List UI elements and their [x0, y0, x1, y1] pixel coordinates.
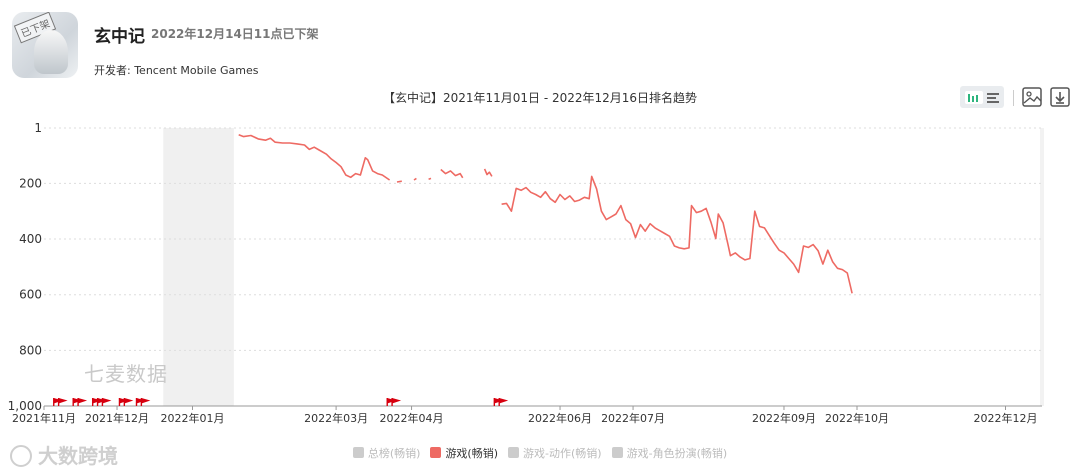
- event-flag-icon[interactable]: [140, 398, 151, 406]
- plot-right-edge: [1040, 128, 1044, 406]
- x-tick-label: 2022年03月: [304, 411, 368, 425]
- series-line: [428, 177, 432, 180]
- legend-item[interactable]: 总榜(畅销): [352, 445, 421, 461]
- chart-title: 【玄中记】2021年11月01日 - 2022年12月16日排名趋势: [382, 91, 698, 105]
- y-tick-label: 200: [19, 176, 42, 190]
- legend-swatch: [430, 447, 442, 458]
- series-line: [238, 133, 391, 181]
- event-flag-icon[interactable]: [77, 398, 88, 406]
- series-line: [396, 180, 402, 183]
- y-tick-label: 600: [19, 288, 42, 302]
- app-name: 玄中记: [94, 27, 145, 47]
- app-icon-figure: [34, 30, 68, 74]
- event-flag-icon[interactable]: [498, 398, 509, 406]
- watermark-logo-text: 大数跨境: [38, 444, 118, 468]
- legend-swatch: [352, 447, 364, 458]
- y-tick-label: 800: [19, 343, 42, 357]
- event-flag-icon[interactable]: [391, 398, 402, 406]
- x-tick-label: 2022年07月: [601, 411, 665, 425]
- watermark-text: 七麦数据: [84, 362, 168, 386]
- y-tick-label: 1: [34, 121, 42, 135]
- watermark-logo: 大数跨境: [10, 440, 118, 469]
- event-flag-icon[interactable]: [101, 398, 112, 406]
- watermark-logo-icon: [10, 445, 32, 467]
- x-tick-label: 2022年04月: [380, 411, 444, 425]
- legend-label: 游戏-动作(畅销): [523, 447, 602, 460]
- series-line: [483, 168, 493, 177]
- toolbar-separator: [1013, 90, 1014, 106]
- x-tick-label: 2022年06月: [528, 411, 592, 425]
- y-tick-label: 1,000: [8, 399, 42, 413]
- event-flag-icon[interactable]: [123, 398, 134, 406]
- developer-label: 开发者: Tencent Mobile Games: [94, 64, 259, 77]
- legend-item[interactable]: 游戏-角色扮演(畅销): [611, 445, 728, 461]
- y-tick-label: 400: [19, 232, 42, 246]
- app-icon: 已下架: [12, 12, 78, 78]
- legend-label: 游戏(畅销): [445, 447, 499, 460]
- bar-chart-icon[interactable]: [965, 91, 983, 104]
- shaded-period: [163, 128, 234, 406]
- x-tick-label: 2021年11月: [12, 411, 76, 425]
- x-tick-label: 2021年12月: [85, 411, 149, 425]
- toggle-icons: [965, 91, 999, 104]
- x-tick-label: 2022年09月: [752, 411, 816, 425]
- x-tick-label: 2022年01月: [160, 411, 224, 425]
- legend-label: 总榜(畅销): [367, 447, 421, 460]
- legend-swatch: [508, 447, 520, 458]
- app-status: 2022年12月14日11点已下架: [151, 27, 319, 41]
- x-tick-label: 2022年10月: [825, 411, 889, 425]
- legend-item[interactable]: 游戏-动作(畅销): [508, 445, 602, 461]
- legend-label: 游戏-角色扮演(畅销): [626, 447, 728, 460]
- legend-item[interactable]: 游戏(畅销): [430, 445, 498, 461]
- chart-type-toggle[interactable]: [960, 86, 1004, 108]
- x-tick-label: 2022年12月: [973, 411, 1037, 425]
- list-icon[interactable]: [987, 93, 999, 103]
- series-line: [440, 168, 464, 179]
- image-icon[interactable]: [1021, 86, 1043, 108]
- series-line: [501, 175, 853, 294]
- chart-legend: 总榜(畅销) 游戏(畅销) 游戏-动作(畅销) 游戏-角色扮演(畅销): [0, 445, 1080, 461]
- legend-swatch: [611, 447, 623, 458]
- series-line: [413, 177, 417, 181]
- download-icon[interactable]: [1049, 86, 1071, 108]
- event-flag-icon[interactable]: [57, 398, 68, 406]
